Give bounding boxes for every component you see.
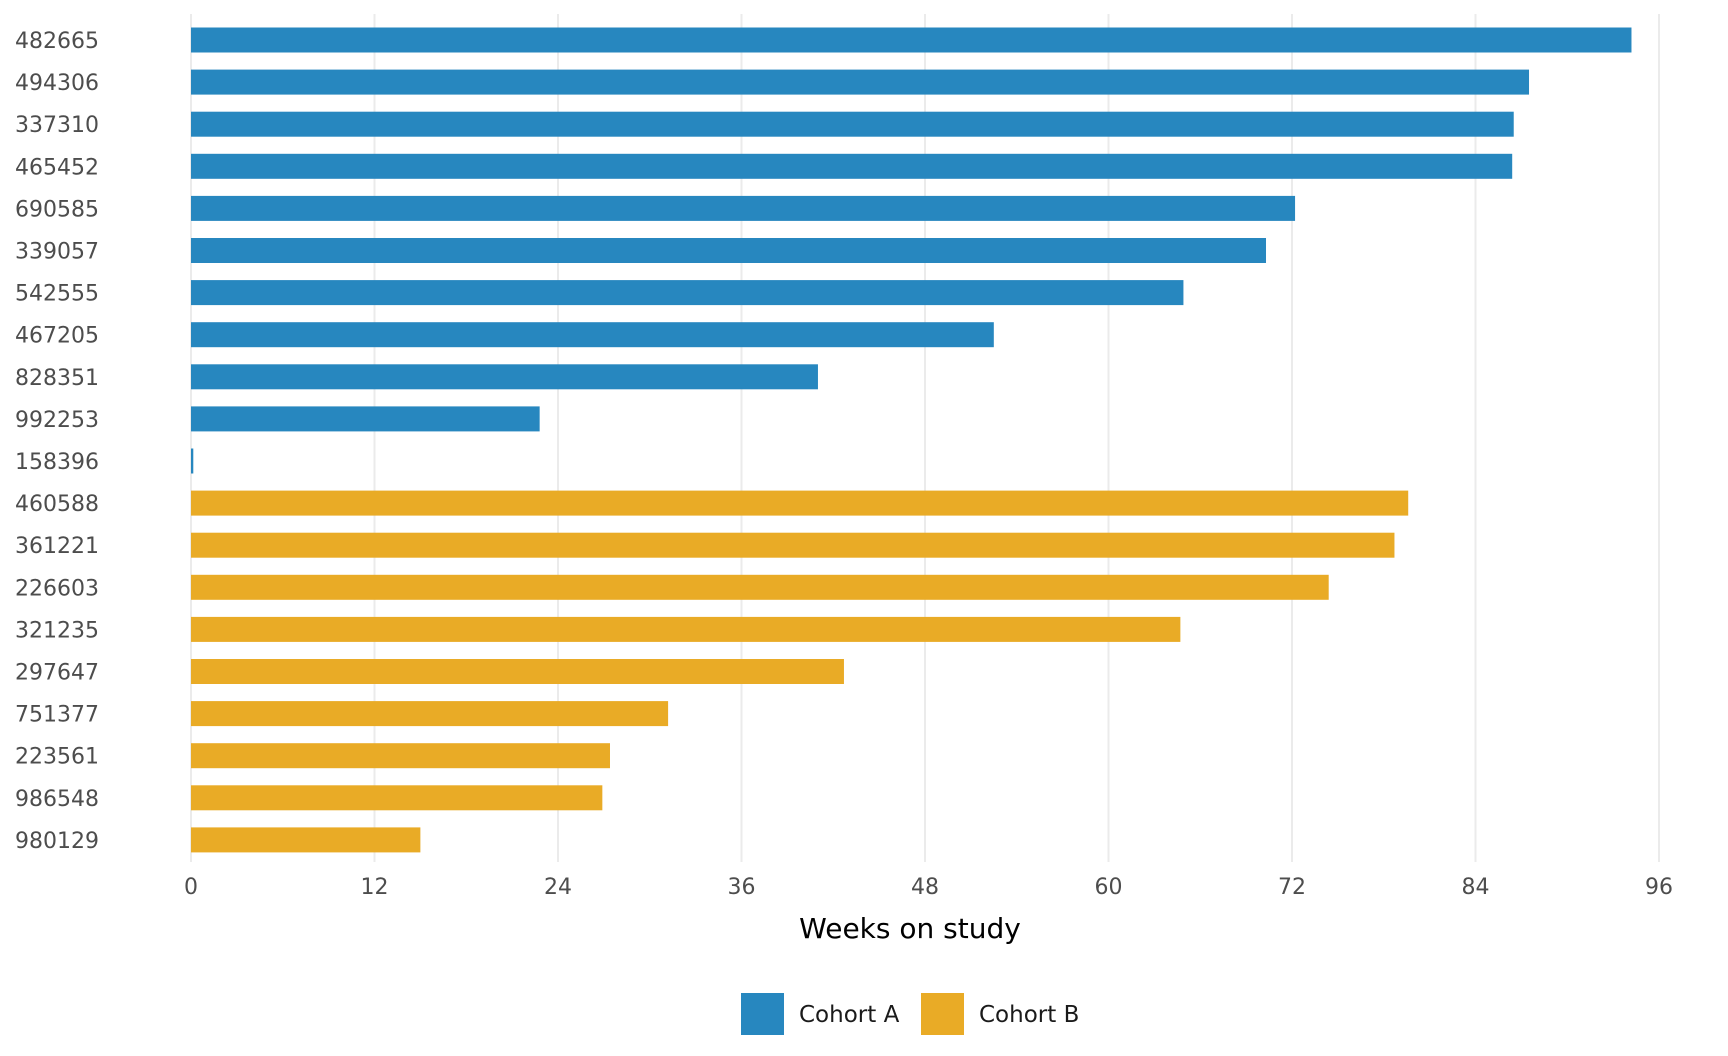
bar-980129 [191,827,421,853]
bar-828351 [191,364,818,390]
bar-223561 [191,743,610,769]
category-label-690585: 690585 [15,197,99,222]
bar-321235 [191,616,1181,642]
category-label-482665: 482665 [15,29,99,54]
bar-460588 [191,490,1409,516]
category-label-542555: 542555 [15,282,99,307]
category-label-751377: 751377 [15,703,99,728]
category-label-337310: 337310 [15,113,99,138]
category-label-986548: 986548 [15,787,99,812]
bar-482665 [191,27,1632,53]
x-tick-label: 48 [911,875,939,900]
category-label-460588: 460588 [15,492,99,517]
x-tick-label: 84 [1462,875,1490,900]
bar-690585 [191,195,1296,221]
category-label-465452: 465452 [15,155,99,180]
x-tick-label: 24 [544,875,572,900]
grid-layer [190,14,1660,862]
category-label-297647: 297647 [15,661,99,686]
x-tick-label: 96 [1645,875,1673,900]
category-label-223561: 223561 [15,745,99,770]
bar-992253 [191,406,540,432]
bar-337310 [191,111,1514,137]
bar-339057 [191,238,1267,263]
x-tick-label: 0 [184,875,198,900]
bar-751377 [191,701,669,727]
x-tick-labels: 0 12 24 36 48 60 72 84 96 [184,875,1673,900]
bar-465452 [191,153,1513,179]
category-label-467205: 467205 [15,324,99,349]
bar-297647 [191,659,844,684]
category-label-158396: 158396 [15,450,99,475]
category-label-992253: 992253 [15,408,99,433]
x-tick-label: 60 [1095,875,1123,900]
category-label-226603: 226603 [15,576,99,601]
legend-swatch-2 [921,993,964,1035]
legend-label-2: Cohort B [979,1002,1079,1028]
bar-226603 [191,574,1329,600]
bar-361221 [191,532,1395,558]
bar-494306 [191,69,1530,95]
x-tick-label: 36 [728,875,756,900]
x-tick-label: 72 [1278,875,1306,900]
bar-986548 [191,785,603,811]
legend-swatch-1 [741,993,784,1035]
category-label-494306: 494306 [15,71,99,96]
x-tick-label: 12 [361,875,389,900]
category-labels: 482665 494306 337310 465452 690585 339057 5425… [15,29,99,854]
category-label-339057: 339057 [15,240,99,265]
bar-158396 [191,448,194,474]
category-label-828351: 828351 [15,366,99,391]
bar-467205 [191,322,994,348]
bar-542555 [191,280,1184,306]
x-axis-title: Weeks on study [799,912,1021,945]
category-label-361221: 361221 [15,534,99,559]
category-label-321235: 321235 [15,618,99,643]
legend: Cohort A Cohort B [741,993,1079,1035]
bar-layer [191,27,1632,853]
category-label-980129: 980129 [15,829,99,854]
legend-label-1: Cohort A [799,1002,900,1028]
